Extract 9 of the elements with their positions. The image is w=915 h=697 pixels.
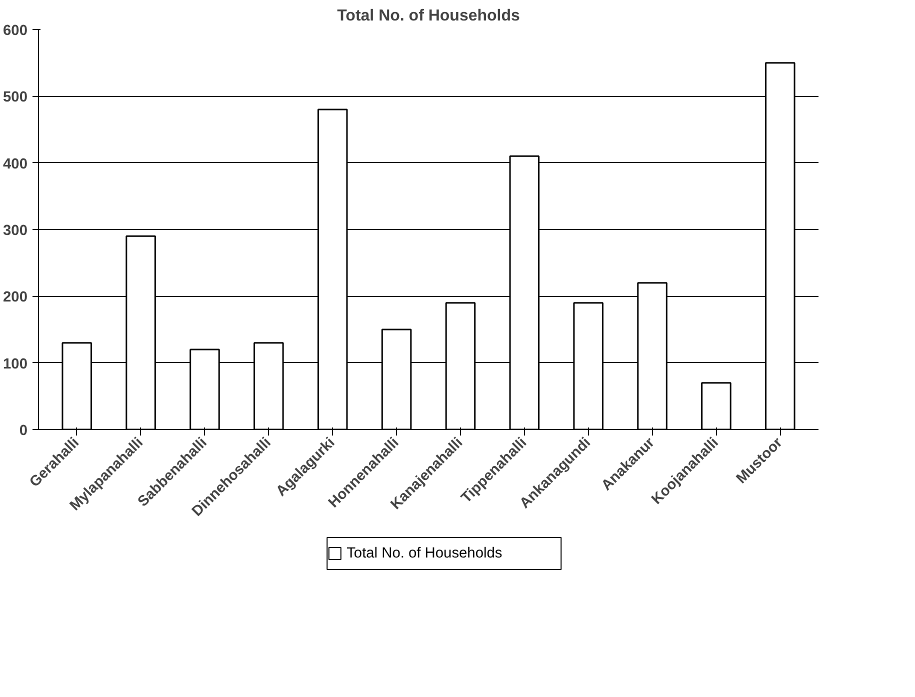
- y-tick-label: 0: [19, 423, 28, 439]
- y-tick-label: 100: [3, 356, 28, 372]
- legend-label: Total No. of Households: [346, 546, 502, 562]
- y-tick-label: 300: [3, 223, 28, 239]
- y-tick-label: 200: [3, 290, 28, 306]
- y-tick-label: 400: [3, 156, 28, 172]
- chart-title: Total No. of Households: [337, 8, 520, 24]
- y-tick-label: 500: [3, 90, 28, 106]
- y-tick-label: 600: [3, 23, 28, 39]
